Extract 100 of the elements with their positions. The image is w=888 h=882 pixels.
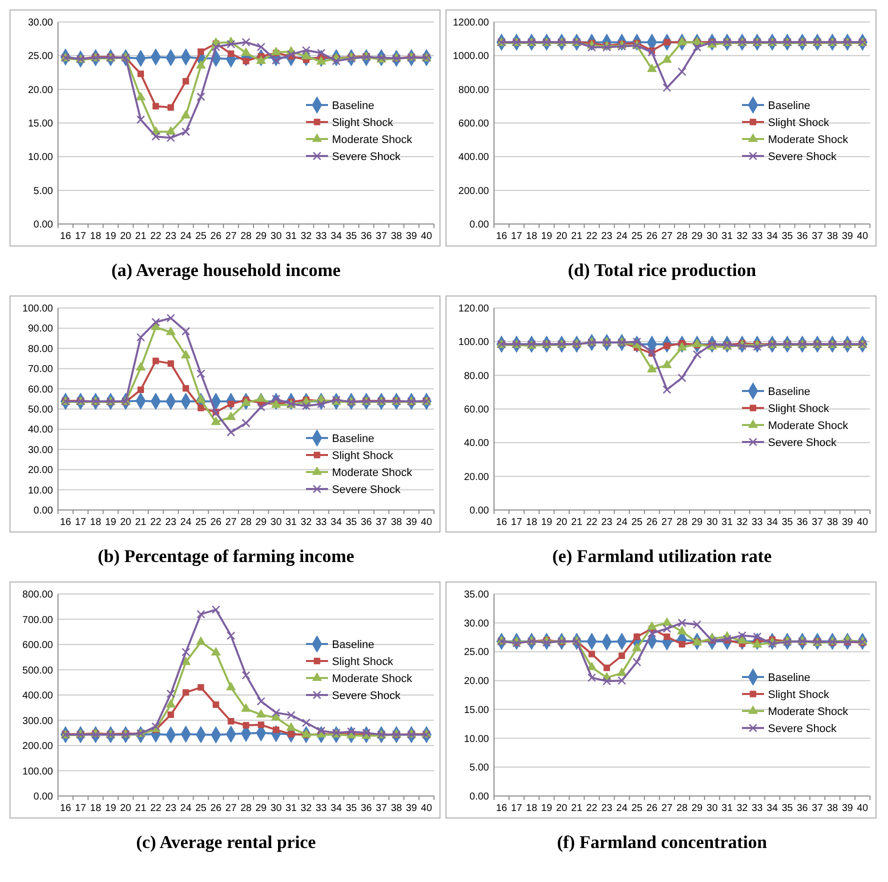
x-tick-label: 38 [390,803,402,814]
x-tick-label: 20 [556,803,568,814]
x-tick-label: 37 [812,231,824,242]
y-tick-label: 15.00 [28,118,54,130]
x-tick-label: 25 [195,517,207,528]
x-tick-label: 17 [74,231,87,242]
y-tick-label: 30.00 [28,18,54,28]
legend-label: Moderate Shock [768,706,849,718]
x-tick-label: 38 [390,517,402,528]
x-tick-label: 33 [752,517,764,528]
x-tick-label: 18 [526,231,538,242]
y-tick-label: 0.00 [470,220,490,230]
x-tick-label: 26 [646,517,658,528]
legend-label: Slight Shock [332,656,394,668]
x-tick-label: 17 [510,231,523,242]
y-tick-label: 500.00 [22,665,54,676]
x-tick-label: 38 [826,517,838,528]
x-tick-label: 39 [842,803,854,814]
legend-label: Baseline [768,100,810,112]
x-tick-label: 27 [225,803,237,814]
y-tick-label: 100.00 [22,304,54,314]
x-tick-label: 19 [105,803,117,814]
x-tick-label: 31 [286,231,298,242]
x-tick-label: 24 [616,231,628,242]
legend-label: Severe Shock [332,150,401,163]
x-tick-label: 36 [796,803,808,814]
text: (f) Farmland concentration [557,832,767,852]
legend-label: Moderate Shock [768,134,849,146]
x-tick-label: 34 [330,231,342,242]
x-tick-label: 21 [571,803,583,814]
y-tick-label: 70.00 [28,364,54,376]
x-tick-label: 25 [195,803,207,814]
x-tick-label: 30 [270,803,282,814]
x-tick-label: 24 [180,517,192,528]
x-tick-label: 22 [586,517,598,528]
x-tick-label: 16 [496,231,508,242]
x-tick-label: 18 [526,517,538,528]
x-tick-label: 36 [360,517,372,528]
x-tick-label: 32 [736,231,748,242]
x-tick-label: 17 [510,803,523,814]
x-tick-label: 20 [120,803,132,814]
x-tick-label: 16 [496,803,508,814]
x-tick-label: 37 [376,231,388,242]
x-tick-label: 33 [316,803,328,814]
x-tick-label: 23 [601,517,613,528]
y-tick-label: 100.00 [458,337,490,348]
x-tick-label: 22 [150,231,162,242]
y-tick-label: 800.00 [458,84,490,96]
x-tick-label: 34 [330,517,342,528]
x-tick-label: 22 [150,803,162,814]
x-tick-label: 25 [631,231,643,242]
x-tick-label: 31 [286,803,298,814]
x-tick-label: 22 [586,231,598,242]
x-tick-label: 19 [541,231,553,242]
x-tick-label: 16 [60,517,72,528]
x-tick-label: 32 [736,803,748,814]
x-tick-label: 35 [346,231,358,242]
y-tick-label: 30.00 [28,444,54,456]
y-tick-label: 400.00 [22,690,54,702]
x-tick-label: 36 [360,231,372,242]
legend-label: Moderate Shock [332,672,413,685]
x-tick-label: 36 [360,803,372,814]
x-tick-label: 37 [812,803,824,814]
x-tick-label: 40 [856,231,868,242]
x-tick-label: 20 [120,517,132,528]
x-tick-label: 33 [752,803,764,814]
x-tick-label: 38 [390,231,402,242]
x-tick-label: 36 [796,517,808,528]
x-tick-label: 27 [225,517,237,528]
x-tick-label: 24 [616,803,628,814]
x-tick-label: 28 [676,231,688,242]
text: (b) Percentage of farming income [98,546,354,566]
legend-label: Moderate Shock [332,134,413,146]
x-tick-label: 26 [210,803,222,814]
x-tick-label: 25 [631,517,643,528]
x-tick-label: 28 [240,803,252,814]
y-tick-label: 0.00 [34,506,54,516]
legend-label: Severe Shock [332,690,401,702]
x-tick-label: 23 [165,231,177,242]
y-tick-label: 100.00 [22,766,54,778]
y-tick-label: 600.00 [22,640,54,651]
x-tick-label: 35 [346,803,358,814]
x-tick-label: 40 [420,517,432,528]
x-tick-label: 21 [135,231,147,242]
x-tick-label: 23 [601,803,613,814]
x-tick-label: 39 [842,231,854,242]
x-tick-label: 29 [691,803,704,814]
y-tick-label: 200.00 [458,186,490,197]
y-tick-label: 1000.00 [452,51,490,62]
y-tick-label: 25.00 [28,51,54,62]
x-tick-label: 34 [766,803,778,814]
x-tick-label: 19 [105,517,117,528]
x-tick-label: 31 [722,517,734,528]
y-tick-label: 35.00 [464,590,490,600]
legend-label: Baseline [768,386,810,398]
legend-label: Slight Shock [768,688,830,701]
x-tick-label: 27 [661,231,673,242]
text: (a) Average household income [111,260,341,280]
x-tick-label: 35 [782,803,794,814]
x-tick-label: 33 [752,231,764,242]
